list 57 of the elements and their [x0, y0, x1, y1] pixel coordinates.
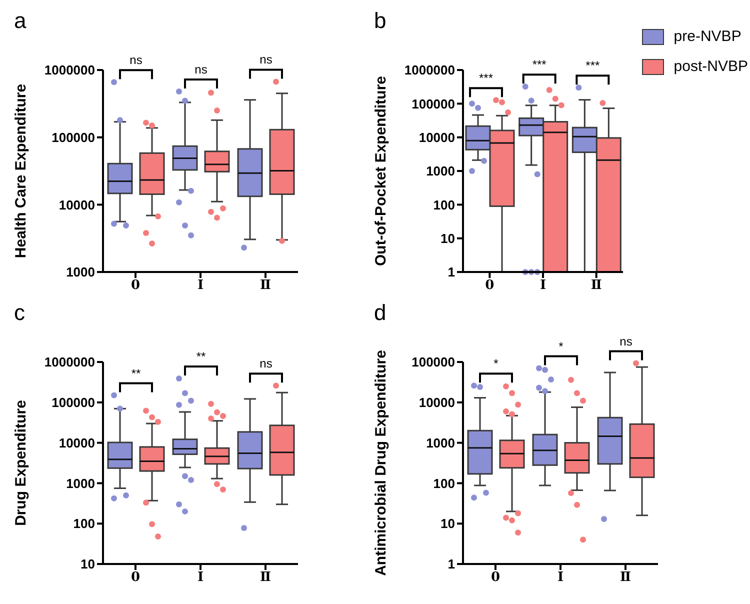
- y-tick-label: 100: [73, 516, 95, 532]
- y-tick-label: 1: [448, 264, 455, 280]
- y-tick-label: 100000: [412, 354, 455, 370]
- y-tick-label: 1000: [66, 476, 95, 491]
- chart-title: d: [374, 300, 386, 326]
- x-tick-label: 0: [490, 570, 500, 586]
- annotation: ns: [260, 356, 272, 371]
- y-axis-title: Out-of-Pocket Expenditure: [372, 76, 390, 266]
- x-tick-label: Ⅱ: [620, 570, 632, 586]
- legend-label: pre-NVBP: [674, 27, 742, 47]
- legend-label: post-NVBP: [674, 57, 748, 77]
- chart-title: c: [14, 300, 25, 326]
- x-tick-label: Ⅰ: [540, 278, 546, 294]
- x-tick-label: Ⅱ: [260, 570, 272, 586]
- x-tick-label: Ⅰ: [197, 570, 204, 586]
- x-tick-label: 0: [130, 278, 140, 294]
- y-tick-label: 100: [433, 476, 455, 491]
- y-axis-title: Health Care Expenditure: [12, 84, 30, 258]
- y-tick-label: 1000: [426, 435, 455, 450]
- y-tick-label: 10000: [418, 130, 455, 145]
- text: ns: [260, 52, 272, 67]
- y-tick-label: 10000: [418, 395, 455, 410]
- y-tick-label: 1: [448, 556, 455, 572]
- y-tick-label: 1000000: [44, 354, 95, 370]
- chart-title: a: [14, 8, 26, 34]
- y-axis-title: Antimicrobial Drug Expenditure: [372, 350, 390, 576]
- y-tick-label: 100000: [52, 130, 95, 145]
- x-tick-label: Ⅱ: [590, 278, 602, 294]
- text: ns: [620, 334, 632, 348]
- text: ns: [130, 53, 142, 68]
- y-tick-label: 10: [440, 516, 455, 532]
- annotation: ***: [586, 58, 600, 73]
- annotation: ***: [478, 71, 494, 86]
- annotation: **: [131, 366, 141, 380]
- y-tick-label: 1000: [66, 264, 95, 280]
- annotation: *: [494, 356, 499, 371]
- y-axis-title: Drug Expenditure: [12, 400, 30, 526]
- x-tick-label: Ⅱ: [260, 278, 272, 294]
- y-tick-label: 100: [433, 197, 455, 212]
- x-tick-label: 0: [130, 570, 140, 586]
- annotation: ***: [532, 58, 547, 72]
- chart-title: b: [374, 8, 386, 34]
- x-tick-label: 0: [485, 278, 494, 294]
- y-tick-label: 100000: [412, 96, 455, 112]
- y-tick-label: 10000: [58, 435, 95, 450]
- x-tick-label: Ⅰ: [557, 570, 564, 586]
- y-tick-label: 100000: [52, 395, 95, 410]
- y-tick-label: 1000000: [404, 62, 455, 78]
- y-tick-label: 10: [80, 556, 95, 572]
- annotation: ns: [194, 62, 208, 76]
- y-tick-label: 1000000: [44, 62, 95, 78]
- y-tick-label: 10: [440, 230, 455, 246]
- text: *: [558, 339, 564, 354]
- x-tick-label: Ⅰ: [197, 278, 204, 294]
- y-tick-label: 1000: [426, 164, 455, 179]
- y-tick-label: 10000: [58, 197, 95, 212]
- annotation: **: [196, 350, 206, 364]
